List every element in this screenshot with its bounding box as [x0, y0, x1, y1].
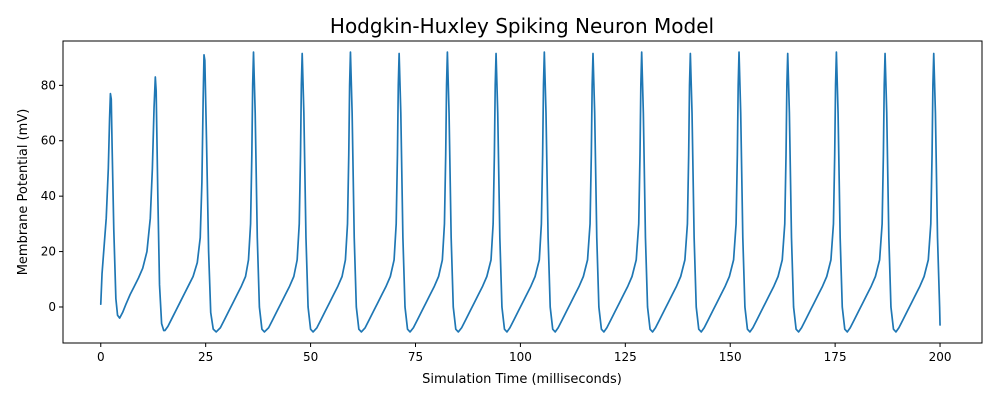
series-line-0 [99, 51, 941, 333]
x-tick-label: 50 [303, 350, 318, 364]
x-axis-ticks: 0 25 50 75 100 125 150 175 200 [97, 343, 952, 364]
x-tick-label: 100 [509, 350, 532, 364]
x-tick-label: 150 [719, 350, 742, 364]
x-tick-label: 175 [824, 350, 847, 364]
y-axis-ticks: 0 20 40 60 80 [41, 78, 63, 314]
y-tick-label: 60 [41, 134, 56, 148]
x-tick-label: 25 [198, 350, 213, 364]
x-tick-label: 0 [97, 350, 105, 364]
trace-layer [99, 51, 941, 333]
chart-title: Hodgkin-Huxley Spiking Neuron Model [330, 14, 714, 38]
x-tick-label: 125 [614, 350, 637, 364]
y-tick-label: 80 [41, 78, 56, 92]
x-tick-label: 75 [408, 350, 423, 364]
y-tick-label: 40 [41, 189, 56, 203]
x-tick-label: 200 [929, 350, 952, 364]
plot-frame [62, 40, 983, 344]
x-axis-label: Simulation Time (milliseconds) [422, 372, 622, 387]
y-tick-label: 20 [41, 245, 56, 259]
y-axis-label: Membrane Potential (mV) [16, 109, 31, 276]
y-tick-label: 0 [48, 300, 56, 314]
